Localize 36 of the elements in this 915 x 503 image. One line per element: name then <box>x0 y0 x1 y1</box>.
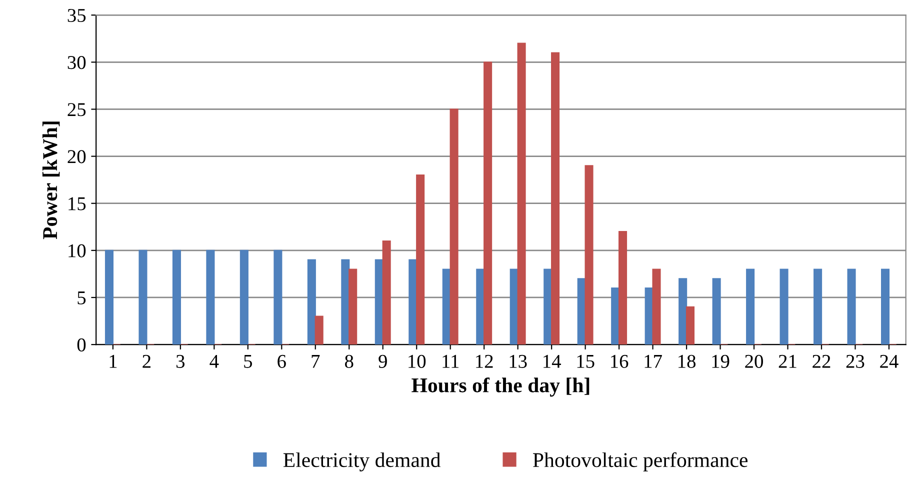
x-tick-label: 16 <box>611 354 628 368</box>
y-tick-label: 5 <box>78 292 86 304</box>
y-tick-label: 20 <box>68 150 86 164</box>
x-tick-label: 12 <box>476 354 493 368</box>
x-tick-label: 2 <box>142 354 150 368</box>
x-tick-label: 22 <box>812 354 830 368</box>
x-axis-title: Hours of the day [h] <box>412 377 590 397</box>
x-tick-label: 15 <box>577 354 594 368</box>
x-tick-label: 5 <box>244 355 252 368</box>
y-tick-label: 35 <box>68 8 86 22</box>
x-tick-label: 6 <box>278 354 286 368</box>
legend-label: Photovoltaic performance <box>533 452 748 472</box>
x-tick-label: 7 <box>312 355 320 368</box>
y-tick-label: 25 <box>68 103 86 116</box>
x-tick-label: 20 <box>745 354 763 368</box>
y-tick-label: 0 <box>77 338 86 352</box>
x-tick-label: 14 <box>544 354 561 368</box>
x-tick-label: 1 <box>110 354 117 368</box>
x-tick-label: 11 <box>442 354 459 368</box>
y-axis-title: Power [kWh] <box>42 122 60 240</box>
y-tick-label: 15 <box>68 197 86 210</box>
x-tick-label: 17 <box>644 354 662 368</box>
x-tick-label: 4 <box>210 354 219 368</box>
y-tick-label: 10 <box>68 244 86 258</box>
legend-label: Electricity demand <box>283 452 441 472</box>
x-tick-label: 18 <box>678 354 696 368</box>
x-tick-label: 24 <box>880 354 898 368</box>
y-tick-label: 30 <box>68 56 86 70</box>
x-tick-label: 10 <box>408 354 426 368</box>
x-tick-label: 8 <box>345 354 354 368</box>
x-tick-label: 9 <box>378 354 387 368</box>
x-tick-label: 13 <box>510 354 527 368</box>
x-tick-label: 3 <box>176 354 185 368</box>
x-tick-label: 21 <box>778 354 796 368</box>
x-tick-label: 23 <box>846 354 864 368</box>
x-tick-label: 19 <box>712 354 730 368</box>
